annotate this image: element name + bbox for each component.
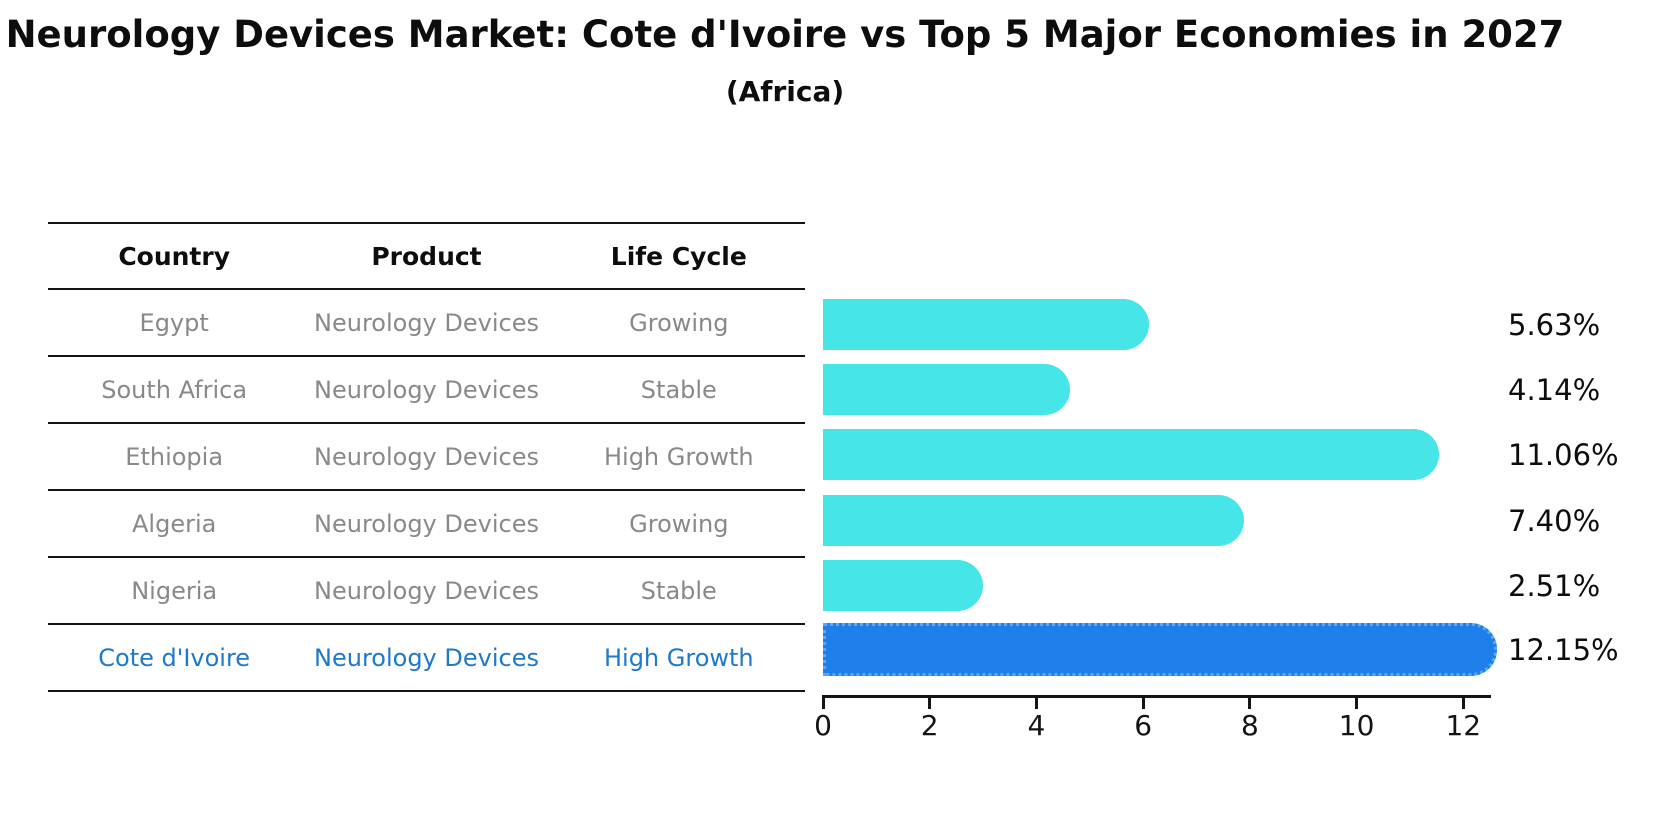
cell-product: Neurology Devices <box>314 643 539 672</box>
data-table: Country Product Life Cycle Egypt Neurolog… <box>48 222 805 692</box>
table-row: South Africa Neurology Devices Stable <box>48 357 805 424</box>
x-axis-tick-label: 8 <box>1240 709 1259 742</box>
cell-product: Neurology Devices <box>314 308 539 337</box>
cell-lifecycle: Growing <box>629 509 729 538</box>
chart-title: Neurology Devices Market: Cote d'Ivoire … <box>5 13 1565 56</box>
header-cell-lifecycle: Life Cycle <box>610 241 747 271</box>
table-body: Egypt Neurology Devices Growing South Afric… <box>48 290 805 692</box>
bar-cote-d-ivoire <box>823 623 1498 676</box>
x-axis-tick-label: 12 <box>1445 709 1482 742</box>
cell-lifecycle: Growing <box>629 308 729 337</box>
x-axis-line <box>823 695 1491 698</box>
value-label: 11.06% <box>1508 437 1619 472</box>
x-axis-tick <box>928 695 932 709</box>
cell-product: Neurology Devices <box>314 375 539 404</box>
value-label: 5.63% <box>1508 307 1601 342</box>
table-header-row: Country Product Life Cycle <box>48 222 805 290</box>
cell-lifecycle: High Growth <box>603 643 754 672</box>
bar-egypt <box>823 299 1150 350</box>
bar-south-africa <box>823 364 1070 415</box>
x-axis-tick <box>1141 695 1145 709</box>
bar-algeria <box>823 495 1244 546</box>
table-row: Nigeria Neurology Devices Stable <box>48 558 805 625</box>
cell-lifecycle: Stable <box>640 375 717 404</box>
x-axis-tick-label: 2 <box>920 709 939 742</box>
value-label: 12.15% <box>1508 632 1619 667</box>
x-axis-tick-label: 0 <box>814 709 832 742</box>
cell-product: Neurology Devices <box>314 509 539 538</box>
cell-lifecycle: Stable <box>640 576 717 605</box>
value-label: 2.51% <box>1508 568 1601 603</box>
bar-ethiopia <box>823 429 1440 480</box>
x-axis-tick-label: 6 <box>1134 709 1153 742</box>
x-axis-tick-label: 4 <box>1027 709 1046 742</box>
cell-country: Algeria <box>132 509 217 538</box>
cell-product: Neurology Devices <box>314 442 539 471</box>
cell-country: Ethiopia <box>125 442 224 471</box>
cell-country: Nigeria <box>131 576 218 605</box>
cell-country: Egypt <box>139 308 209 337</box>
x-axis-tick <box>1355 695 1359 709</box>
header-cell-product: Product <box>371 241 482 271</box>
x-axis-tick-label: 10 <box>1338 709 1375 742</box>
bar-nigeria <box>823 560 983 611</box>
cell-country: South Africa <box>101 375 248 404</box>
cell-country: Cote d'Ivoire <box>98 643 251 672</box>
value-label: 7.40% <box>1508 503 1601 538</box>
chart-subtitle: (Africa) <box>725 75 845 108</box>
x-axis-tick <box>821 695 825 709</box>
header-cell-country: Country <box>118 241 231 271</box>
cell-lifecycle: High Growth <box>603 442 754 471</box>
x-axis-tick <box>1034 695 1038 709</box>
table-row: Ethiopia Neurology Devices High Growth <box>48 424 805 491</box>
table-row: Egypt Neurology Devices Growing <box>48 290 805 357</box>
x-axis-tick <box>1461 695 1465 709</box>
value-label: 4.14% <box>1508 372 1601 407</box>
cell-product: Neurology Devices <box>314 576 539 605</box>
table-row: Algeria Neurology Devices Growing <box>48 491 805 558</box>
table-row: Cote d'Ivoire Neurology Devices High Growt… <box>48 625 805 692</box>
x-axis-tick <box>1248 695 1252 709</box>
